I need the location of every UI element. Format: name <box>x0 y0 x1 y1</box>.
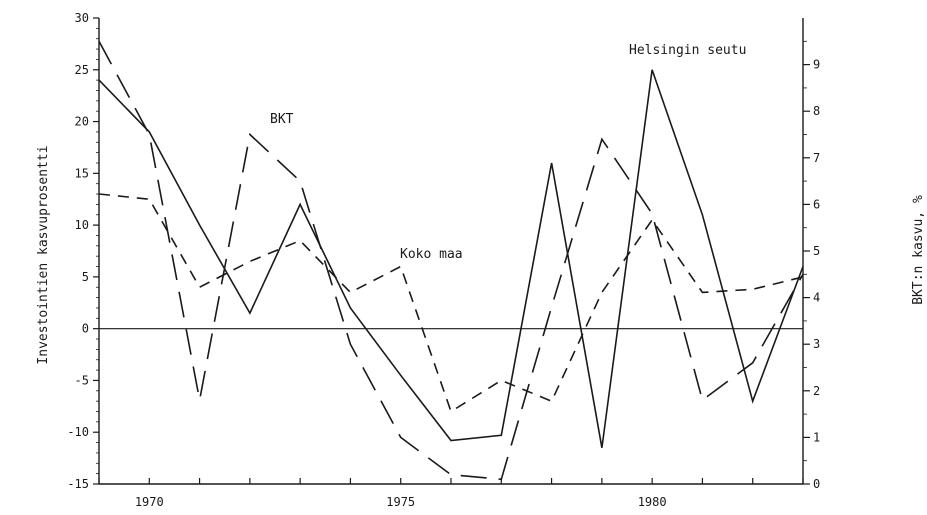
labels-layer: Investointien kasvuprosentti BKT:n kasvu… <box>36 43 926 365</box>
y2-tick-label: 8 <box>813 104 820 118</box>
y2-tick-label: 3 <box>813 337 820 351</box>
y2-tick-label: 0 <box>813 477 820 491</box>
x-tick-label: 1975 <box>386 495 415 509</box>
y-tick-label: 15 <box>75 166 89 180</box>
y2-tick-label: 2 <box>813 384 820 398</box>
y-tick-label: 10 <box>75 218 89 232</box>
y-tick-label: -5 <box>75 373 89 387</box>
annotation-koko-maa: Koko maa <box>400 247 463 262</box>
y2-tick-label: 5 <box>813 244 820 258</box>
y-tick-label: 30 <box>75 11 89 25</box>
y2-axis-title: BKT:n kasvu, % <box>911 195 926 305</box>
y2-tick-label: 9 <box>813 58 820 72</box>
y-tick-label: 5 <box>82 270 89 284</box>
y-tick-label: 20 <box>75 115 89 129</box>
x-tick-label: 1970 <box>135 495 164 509</box>
y-tick-label: 0 <box>82 322 89 336</box>
y-tick-label: -15 <box>67 477 89 491</box>
series-line-bkt <box>98 40 804 481</box>
x-tick-label: 1980 <box>638 495 667 509</box>
y-tick-label: 25 <box>75 63 89 77</box>
series-layer <box>98 40 804 481</box>
y2-tick-label: 6 <box>813 197 820 211</box>
y2-tick-label: 7 <box>813 151 820 165</box>
annotation-helsingin-seutu: Helsingin seutu <box>629 43 746 58</box>
y-tick-label: -10 <box>67 425 89 439</box>
annotation-bkt: BKT <box>270 112 294 127</box>
y2-tick-label: 4 <box>813 291 820 305</box>
series-line-helsingin-seutu <box>98 69 804 448</box>
y-axis-title: Investointien kasvuprosentti <box>36 145 51 364</box>
y2-tick-label: 1 <box>813 430 820 444</box>
